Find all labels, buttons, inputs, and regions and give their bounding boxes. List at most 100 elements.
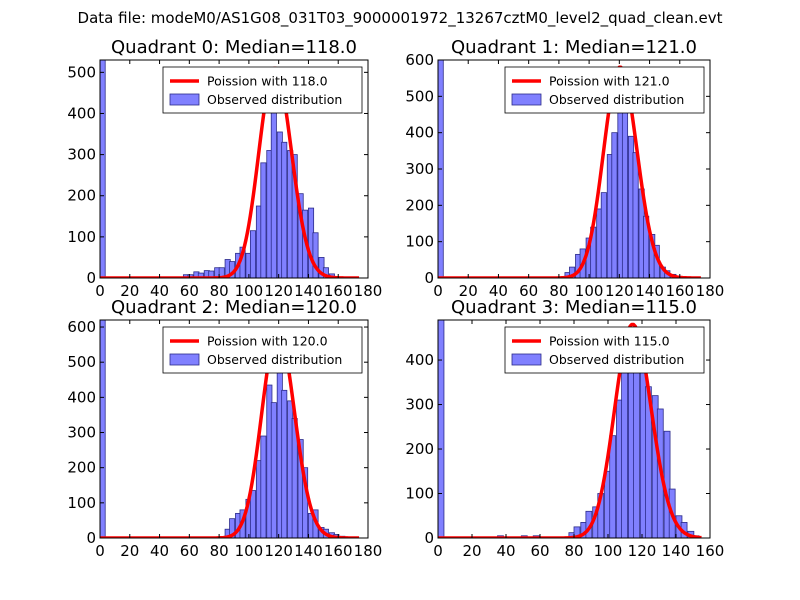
x-tick-label: 20 xyxy=(120,282,139,300)
legend-label-observed: Observed distribution xyxy=(207,352,342,367)
legend-bar-swatch xyxy=(511,353,542,366)
quadrant-0-title: Quadrant 0: Median=118.0 xyxy=(111,37,357,58)
x-tick-label: 80 xyxy=(210,542,229,560)
histogram-bar xyxy=(611,132,618,278)
legend-label-observed: Observed distribution xyxy=(549,352,684,367)
quadrant-2-axes-frame xyxy=(99,319,369,539)
y-tick-label: 400 xyxy=(405,351,434,369)
x-tick-label: 180 xyxy=(696,282,725,300)
legend-label-poisson: Poission with 120.0 xyxy=(207,334,328,349)
x-tick-label: 120 xyxy=(628,542,657,560)
legend-label-poisson: Poission with 121.0 xyxy=(549,74,670,89)
y-tick-label: 0 xyxy=(424,529,434,547)
x-tick-label: 120 xyxy=(264,542,293,560)
x-tick-label: 160 xyxy=(324,542,353,560)
poisson-curve xyxy=(438,65,702,278)
histogram-bar xyxy=(302,467,309,538)
y-tick-label: 200 xyxy=(67,187,96,205)
x-tick-label: 20 xyxy=(120,542,139,560)
quadrant-1-chart: Quadrant 1: Median=121.00 20 40 60 80 100 120 1… xyxy=(405,37,724,300)
x-tick-label: 60 xyxy=(180,542,199,560)
x-tick-label: 100 xyxy=(235,282,264,300)
histogram-bar xyxy=(270,108,277,278)
x-tick-label: 100 xyxy=(575,282,604,300)
y-tick-label: 500 xyxy=(67,63,96,81)
x-tick-label: 0 xyxy=(95,282,105,300)
x-tick-label: 80 xyxy=(210,282,229,300)
x-tick-label: 80 xyxy=(564,542,583,560)
legend-bar-swatch xyxy=(169,353,200,366)
y-tick-label: 500 xyxy=(67,353,96,371)
quadrant-0-chart: Quadrant 0: Median=118.00 20 40 60 80 100 120 1… xyxy=(67,37,382,300)
x-tick-label: 40 xyxy=(496,542,515,560)
histogram-bar xyxy=(229,518,236,538)
poisson-curve xyxy=(100,328,360,538)
poisson-curve xyxy=(100,66,360,278)
y-tick-label: 200 xyxy=(405,196,434,214)
x-tick-label: 100 xyxy=(594,542,623,560)
x-tick-label: 60 xyxy=(519,282,538,300)
figure-suptitle: Data file: modeM0/AS1G08_031T03_90000019… xyxy=(78,9,723,28)
x-tick-label: 40 xyxy=(150,542,169,560)
histogram-bar xyxy=(291,154,298,278)
y-tick-label: 300 xyxy=(405,160,434,178)
y-tick-label: 300 xyxy=(67,424,96,442)
quadrant-2-title: Quadrant 2: Median=120.0 xyxy=(111,297,357,318)
histogram-bar xyxy=(260,162,267,278)
quadrant-2-bars xyxy=(100,320,346,538)
histogram-bar xyxy=(621,359,628,538)
y-tick-label: 600 xyxy=(67,318,96,336)
histogram-bar xyxy=(632,152,639,278)
histogram-bar xyxy=(249,230,256,278)
histogram-bar xyxy=(270,402,277,538)
y-tick-label: 300 xyxy=(405,396,434,414)
y-tick-label: 400 xyxy=(67,388,96,406)
x-tick-label: 40 xyxy=(150,282,169,300)
y-tick-label: 600 xyxy=(405,51,434,69)
legend-bar-swatch xyxy=(169,93,200,106)
x-tick-label: 140 xyxy=(294,542,323,560)
x-tick-label: 0 xyxy=(433,282,443,300)
histogram-bar xyxy=(260,435,267,538)
x-tick-label: 120 xyxy=(264,282,293,300)
histogram-bar xyxy=(609,435,617,538)
y-tick-label: 100 xyxy=(405,485,434,503)
x-tick-label: 40 xyxy=(489,282,508,300)
y-tick-label: 0 xyxy=(424,269,434,287)
y-tick-label: 100 xyxy=(67,494,96,512)
histogram-bar xyxy=(100,320,106,538)
quadrant-1-title: Quadrant 1: Median=121.0 xyxy=(451,37,697,58)
y-tick-label: 100 xyxy=(67,228,96,246)
quadrant-2-legend: Poission with 120.0 Observed distribution xyxy=(162,326,363,374)
legend-label-observed: Observed distribution xyxy=(207,92,342,107)
histogram-bar xyxy=(621,110,629,278)
x-tick-label: 160 xyxy=(696,542,725,560)
x-tick-label: 80 xyxy=(549,282,568,300)
quadrant-1-legend: Poission with 121.0 Observed distribution xyxy=(504,66,705,114)
legend-label-poisson: Poission with 118.0 xyxy=(207,74,328,89)
histogram-bar xyxy=(573,526,581,538)
x-tick-label: 0 xyxy=(433,542,443,560)
histogram-bar xyxy=(438,320,445,538)
x-tick-label: 160 xyxy=(665,282,694,300)
quadrant-0-legend: Poission with 118.0 Observed distribution xyxy=(162,66,363,114)
y-tick-label: 400 xyxy=(67,104,96,122)
x-tick-label: 160 xyxy=(324,282,353,300)
histogram-bar xyxy=(281,389,288,538)
x-tick-label: 100 xyxy=(235,542,264,560)
legend-bar-swatch xyxy=(511,93,542,106)
x-tick-label: 140 xyxy=(294,282,323,300)
y-tick-label: 300 xyxy=(67,146,96,164)
x-tick-label: 180 xyxy=(354,282,383,300)
legend-label-poisson: Poission with 115.0 xyxy=(549,334,670,349)
y-tick-label: 200 xyxy=(405,440,434,458)
x-tick-label: 20 xyxy=(459,282,478,300)
legend-label-observed: Observed distribution xyxy=(549,92,684,107)
y-tick-label: 400 xyxy=(405,124,434,142)
histogram-bar xyxy=(281,141,288,278)
y-tick-label: 500 xyxy=(405,87,434,105)
x-tick-label: 0 xyxy=(95,542,105,560)
y-tick-label: 200 xyxy=(67,459,96,477)
x-tick-label: 140 xyxy=(635,282,664,300)
